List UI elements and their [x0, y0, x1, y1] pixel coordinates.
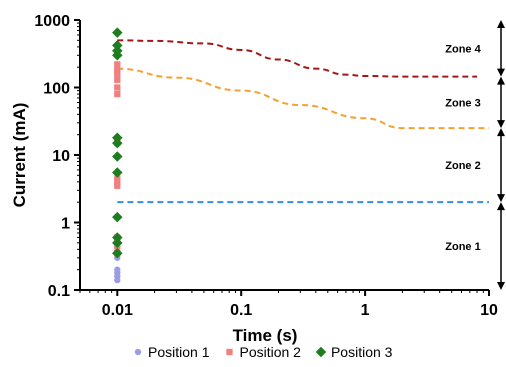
zone-label: Zone 2 — [445, 160, 480, 172]
threshold-line-3 — [117, 39, 477, 78]
point-series-3 — [112, 151, 123, 162]
zone-arrowhead-up — [497, 76, 505, 85]
point-series-3 — [112, 167, 123, 178]
point-series-2 — [114, 61, 121, 68]
x-ticks: 0.01 0.1 1 10 — [79, 290, 498, 319]
legend-label: Position 2 — [239, 344, 301, 360]
point-series-3 — [112, 132, 123, 144]
x-tick-label: 0.1 — [230, 302, 252, 319]
x-tick-label: 10 — [480, 302, 498, 319]
legend: Position 1 Position 2 Position 3 — [134, 344, 393, 360]
point-series-2 — [114, 178, 121, 186]
point-series-2 — [114, 175, 121, 182]
point-series-2 — [114, 90, 121, 98]
legend-marker — [315, 346, 327, 358]
point-series-1 — [114, 266, 121, 273]
point-series-2 — [114, 182, 121, 189]
zone-arrowhead-down — [497, 68, 505, 77]
zone-label: Zone 4 — [445, 43, 481, 55]
point-series-3 — [112, 27, 123, 38]
legend-marker — [226, 348, 233, 356]
y-tick-label: 100 — [43, 81, 70, 98]
zone-arrowhead-up — [497, 128, 505, 137]
point-series-3 — [112, 211, 123, 223]
data-points — [112, 27, 123, 284]
x-tick-label: 1 — [361, 302, 370, 319]
zone-label: Zone 3 — [445, 97, 480, 109]
zone-arrowhead-up — [497, 20, 505, 28]
zone-arrowhead-down — [497, 120, 505, 129]
legend-marker — [134, 348, 142, 356]
zone-arrowhead-up — [497, 202, 505, 211]
zone-arrowhead-down — [497, 194, 505, 203]
point-series-3 — [112, 137, 123, 149]
point-series-2 — [114, 76, 121, 83]
point-series-3 — [112, 232, 123, 243]
point-series-2 — [114, 84, 121, 91]
legend-label: Position 3 — [331, 344, 393, 360]
x-tick-label: 0.01 — [102, 302, 133, 319]
point-series-3 — [112, 248, 123, 259]
zones: Zone 1 Zone 2 Zone 3 Zone 4 — [445, 20, 505, 290]
point-series-3 — [112, 45, 123, 57]
y-tick-label: 0.1 — [48, 283, 70, 300]
threshold-line-2 — [117, 67, 489, 130]
y-tick-label: 1 — [61, 216, 70, 233]
y-axis-label: Current (mA) — [10, 103, 29, 208]
legend-label: Position 1 — [148, 344, 210, 360]
point-series-3 — [112, 237, 123, 249]
point-series-3 — [112, 40, 123, 51]
x-axis-label: Time (s) — [233, 326, 298, 345]
y-ticks: 0.1 1 10 100 1000 — [34, 13, 80, 300]
zone-label: Zone 1 — [445, 241, 480, 253]
y-tick-label: 10 — [52, 148, 70, 165]
point-series-2 — [114, 70, 121, 77]
threshold-lines — [117, 39, 489, 204]
zone-arrowhead-down — [497, 282, 505, 290]
y-tick-label: 1000 — [34, 13, 70, 30]
point-series-2 — [114, 67, 121, 74]
